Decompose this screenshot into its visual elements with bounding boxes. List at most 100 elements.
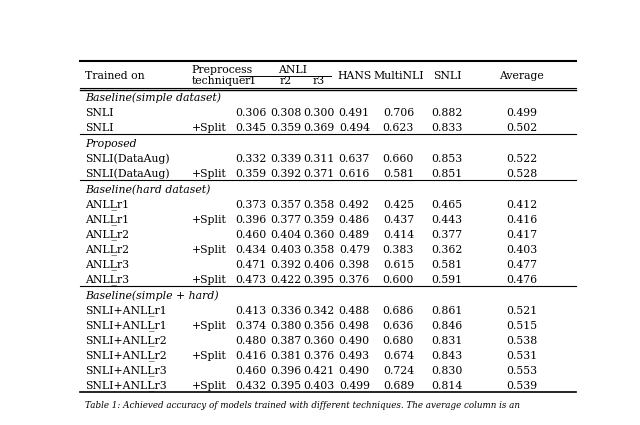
Text: 0.398: 0.398 — [339, 260, 370, 270]
Text: SNLI+ANLL̲r2: SNLI+ANLL̲r2 — [85, 351, 166, 361]
Text: +Split: +Split — [191, 351, 227, 361]
Text: 0.437: 0.437 — [383, 215, 414, 225]
Text: 0.491: 0.491 — [339, 108, 370, 118]
Text: 0.360: 0.360 — [303, 336, 335, 346]
Text: 0.414: 0.414 — [383, 230, 414, 240]
Text: 0.471: 0.471 — [236, 260, 267, 270]
Text: 0.830: 0.830 — [431, 366, 463, 376]
Text: 0.376: 0.376 — [339, 275, 370, 285]
Text: 0.831: 0.831 — [431, 336, 463, 346]
Text: 0.490: 0.490 — [339, 336, 370, 346]
Text: SNLI+ANLL̲r3: SNLI+ANLL̲r3 — [85, 381, 166, 391]
Text: r1: r1 — [245, 76, 257, 86]
Text: SNLI: SNLI — [85, 123, 113, 133]
Text: 0.339: 0.339 — [270, 154, 301, 164]
Text: 0.521: 0.521 — [506, 306, 537, 316]
Text: 0.680: 0.680 — [383, 336, 414, 346]
Text: 0.387: 0.387 — [270, 336, 301, 346]
Text: 0.522: 0.522 — [506, 154, 537, 164]
Text: 0.581: 0.581 — [383, 169, 414, 179]
Text: 0.502: 0.502 — [506, 123, 537, 133]
Text: 0.403: 0.403 — [270, 245, 301, 255]
Text: Average: Average — [499, 71, 544, 81]
Text: +Split: +Split — [191, 123, 227, 133]
Text: 0.637: 0.637 — [339, 154, 370, 164]
Text: Baseline(simple + hard): Baseline(simple + hard) — [85, 290, 219, 301]
Text: 0.403: 0.403 — [303, 381, 335, 391]
Text: 0.553: 0.553 — [506, 366, 537, 376]
Text: 0.395: 0.395 — [270, 381, 301, 391]
Text: 0.498: 0.498 — [339, 321, 370, 331]
Text: SNLI+ANLL̲r3: SNLI+ANLL̲r3 — [85, 366, 166, 377]
Text: 0.396: 0.396 — [236, 215, 267, 225]
Text: 0.489: 0.489 — [339, 230, 370, 240]
Text: 0.342: 0.342 — [303, 306, 335, 316]
Text: 0.358: 0.358 — [303, 200, 335, 210]
Text: 0.706: 0.706 — [383, 108, 414, 118]
Text: 0.846: 0.846 — [431, 321, 463, 331]
Text: 0.492: 0.492 — [339, 200, 370, 210]
Text: +Split: +Split — [191, 321, 227, 331]
Text: 0.306: 0.306 — [236, 108, 267, 118]
Text: 0.494: 0.494 — [339, 123, 370, 133]
Text: 0.477: 0.477 — [506, 260, 537, 270]
Text: 0.332: 0.332 — [236, 154, 267, 164]
Text: 0.460: 0.460 — [236, 230, 267, 240]
Text: 0.376: 0.376 — [303, 351, 335, 361]
Text: 0.591: 0.591 — [431, 275, 463, 285]
Text: Baseline(hard dataset): Baseline(hard dataset) — [85, 184, 211, 195]
Text: 0.357: 0.357 — [270, 200, 301, 210]
Text: +Split: +Split — [191, 169, 227, 179]
Text: 0.358: 0.358 — [303, 245, 335, 255]
Text: Preprocess: Preprocess — [191, 65, 253, 75]
Text: 0.392: 0.392 — [270, 169, 301, 179]
Text: r3: r3 — [313, 76, 325, 86]
Text: +Split: +Split — [191, 275, 227, 285]
Text: 0.623: 0.623 — [383, 123, 414, 133]
Text: 0.636: 0.636 — [383, 321, 414, 331]
Text: 0.499: 0.499 — [339, 381, 370, 391]
Text: 0.371: 0.371 — [303, 169, 335, 179]
Text: 0.539: 0.539 — [506, 381, 537, 391]
Text: 0.374: 0.374 — [236, 321, 267, 331]
Text: 0.493: 0.493 — [339, 351, 370, 361]
Text: HANS: HANS — [337, 71, 371, 81]
Text: 0.473: 0.473 — [236, 275, 267, 285]
Text: 0.369: 0.369 — [303, 123, 335, 133]
Text: ANLL̲r1: ANLL̲r1 — [85, 199, 129, 210]
Text: 0.377: 0.377 — [270, 215, 301, 225]
Text: 0.490: 0.490 — [339, 366, 370, 376]
Text: 0.373: 0.373 — [236, 200, 267, 210]
Text: 0.882: 0.882 — [431, 108, 463, 118]
Text: 0.403: 0.403 — [506, 245, 537, 255]
Text: 0.465: 0.465 — [431, 200, 463, 210]
Text: 0.425: 0.425 — [383, 200, 414, 210]
Text: +Split: +Split — [191, 381, 227, 391]
Text: 0.359: 0.359 — [270, 123, 301, 133]
Text: SNLI: SNLI — [85, 108, 113, 118]
Text: ANLL̲r1: ANLL̲r1 — [85, 214, 129, 225]
Text: 0.396: 0.396 — [270, 366, 301, 376]
Text: 0.528: 0.528 — [506, 169, 537, 179]
Text: 0.336: 0.336 — [270, 306, 301, 316]
Text: 0.851: 0.851 — [431, 169, 463, 179]
Text: 0.432: 0.432 — [236, 381, 267, 391]
Text: 0.615: 0.615 — [383, 260, 414, 270]
Text: 0.413: 0.413 — [236, 306, 267, 316]
Text: ANLL̲r3: ANLL̲r3 — [85, 275, 129, 285]
Text: 0.486: 0.486 — [339, 215, 370, 225]
Text: SNLI+ANLL̲r2: SNLI+ANLL̲r2 — [85, 336, 166, 346]
Text: 0.515: 0.515 — [506, 321, 537, 331]
Text: 0.724: 0.724 — [383, 366, 414, 376]
Text: ANLL̲r2: ANLL̲r2 — [85, 230, 129, 240]
Text: 0.360: 0.360 — [303, 230, 335, 240]
Text: +Split: +Split — [191, 245, 227, 255]
Text: 0.416: 0.416 — [236, 351, 267, 361]
Text: 0.308: 0.308 — [270, 108, 301, 118]
Text: 0.689: 0.689 — [383, 381, 414, 391]
Text: SNLI(DataAug): SNLI(DataAug) — [85, 153, 170, 164]
Text: 0.538: 0.538 — [506, 336, 537, 346]
Text: 0.412: 0.412 — [506, 200, 537, 210]
Text: 0.395: 0.395 — [303, 275, 335, 285]
Text: 0.531: 0.531 — [506, 351, 537, 361]
